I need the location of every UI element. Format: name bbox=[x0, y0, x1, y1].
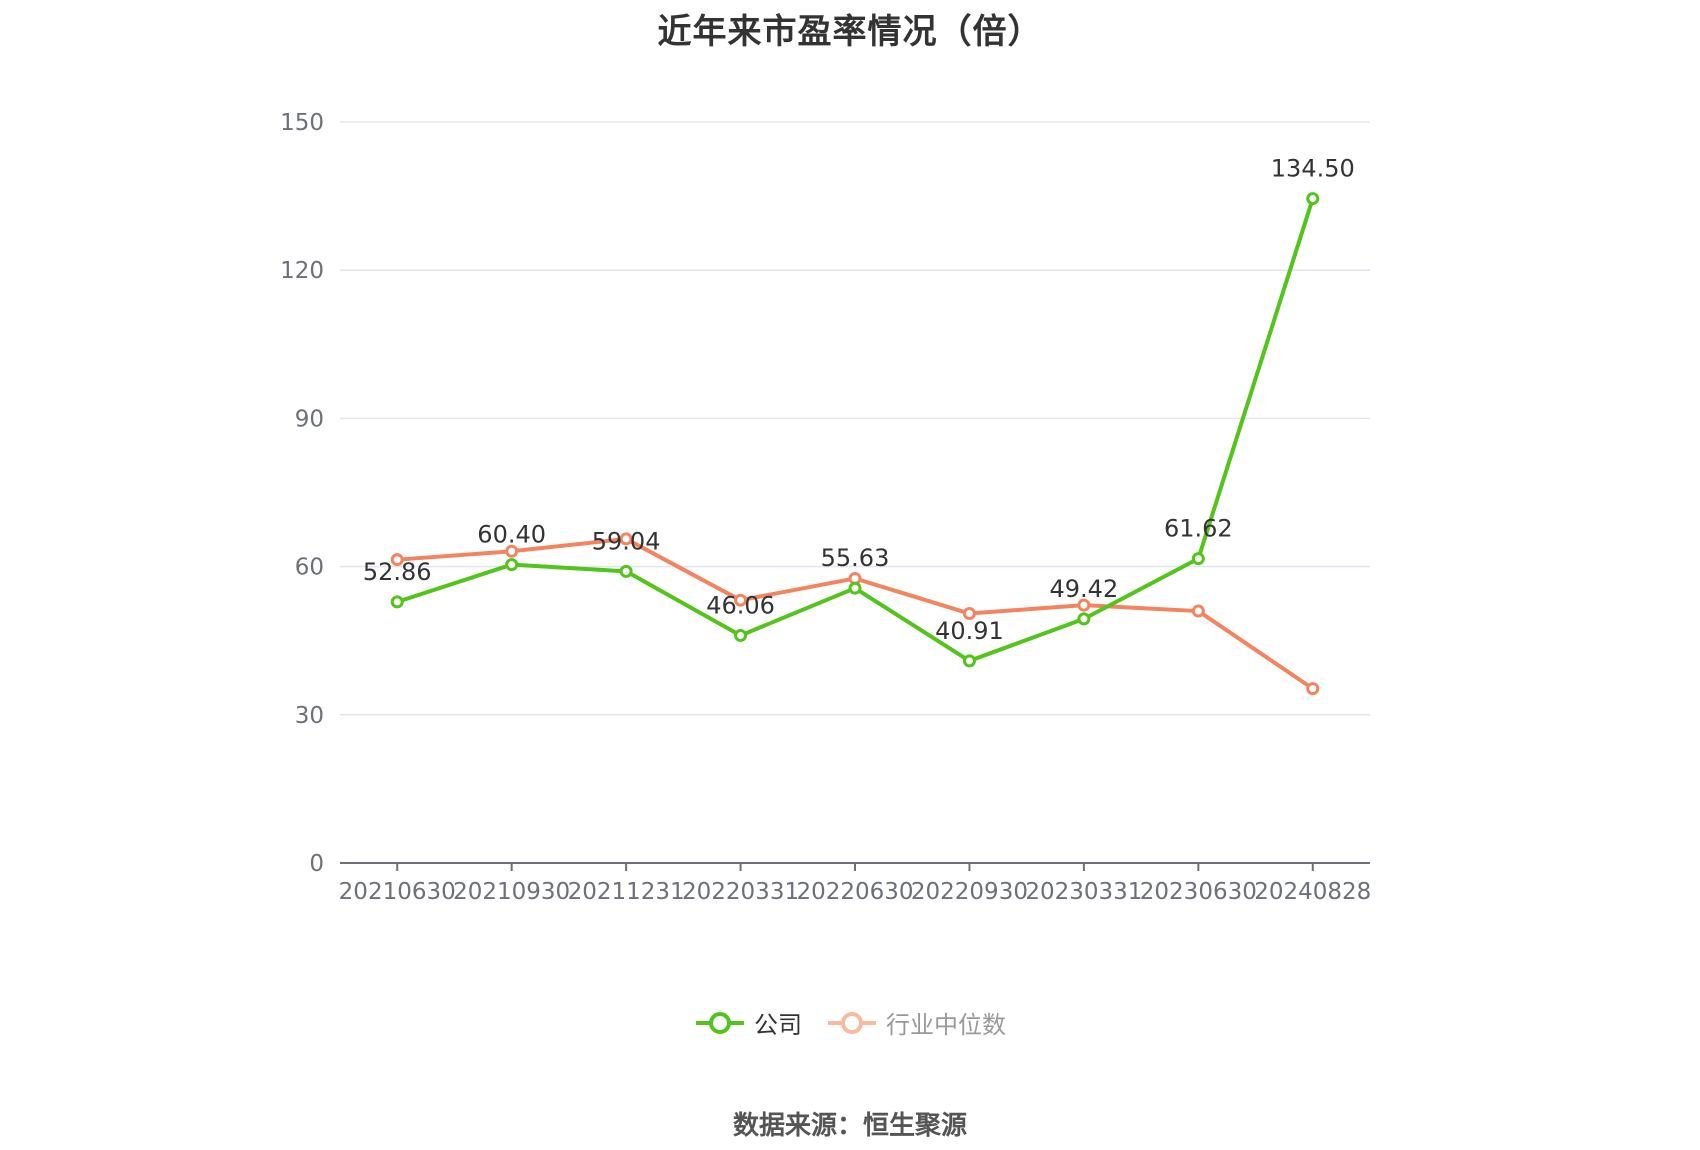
point-1-20210930 bbox=[505, 544, 519, 558]
point-0-20220930 bbox=[962, 654, 976, 668]
point-1-20240828 bbox=[1306, 682, 1320, 696]
data-label-20230630: 61.62 bbox=[1164, 515, 1233, 543]
data-label-20220630: 55.63 bbox=[821, 544, 890, 572]
x-tick-label-20211231: 20211231 bbox=[568, 879, 685, 905]
x-tick-label-20230331: 20230331 bbox=[1025, 879, 1142, 905]
gridlines bbox=[340, 121, 1370, 716]
x-axis: 2021063020210930202112312022033120220630… bbox=[339, 862, 1371, 905]
y-tick-label-60: 60 bbox=[295, 555, 324, 581]
x-tick-label-20230630: 20230630 bbox=[1140, 879, 1257, 905]
legend: 公司 行业中位数 bbox=[0, 1005, 1700, 1040]
point-0-20220630 bbox=[848, 581, 862, 595]
point-0-20210930 bbox=[505, 558, 519, 572]
point-0-20230331 bbox=[1077, 612, 1091, 626]
x-tick-label-20220930: 20220930 bbox=[911, 879, 1028, 905]
legend-industry-line-icon bbox=[828, 1011, 876, 1034]
y-tick-label-0: 0 bbox=[309, 851, 324, 877]
data-labels: 52.86 60.40 59.04 46.06 55.63 40.91 49.42 61.62… bbox=[363, 155, 1355, 645]
legend-label-industry-median: 行业中位数 bbox=[886, 1011, 1006, 1039]
point-1-20220930 bbox=[962, 607, 976, 621]
series-layer bbox=[390, 192, 1320, 696]
data-label-20240828: 134.50 bbox=[1271, 155, 1355, 183]
data-label-20220331: 46.06 bbox=[706, 591, 775, 619]
point-0-20230630 bbox=[1191, 552, 1205, 566]
legend-label-company: 公司 bbox=[754, 1011, 802, 1039]
data-label-20230331: 49.42 bbox=[1050, 575, 1119, 603]
y-tick-label-90: 90 bbox=[295, 406, 324, 432]
y-tick-label-30: 30 bbox=[295, 703, 324, 729]
legend-item-industry-median[interactable]: 行业中位数 bbox=[826, 1005, 1006, 1040]
data-label-20220930: 40.91 bbox=[935, 617, 1004, 645]
point-0-20220331 bbox=[734, 628, 748, 642]
x-tick-label-20220331: 20220331 bbox=[682, 879, 799, 905]
x-tick-label-20240828: 20240828 bbox=[1254, 879, 1371, 905]
point-1-20230630 bbox=[1191, 604, 1205, 618]
point-0-20240828 bbox=[1306, 192, 1320, 206]
y-tick-label-120: 120 bbox=[280, 258, 324, 284]
y-tick-label-150: 150 bbox=[280, 110, 324, 136]
point-0-20211231 bbox=[619, 564, 633, 578]
legend-company-line-icon bbox=[696, 1011, 744, 1034]
point-0-20210630 bbox=[390, 595, 404, 609]
source-note: 数据来源：恒生聚源 bbox=[732, 1111, 967, 1141]
y-axis: 0 30 60 90 120 150 bbox=[280, 110, 324, 877]
point-1-20211231 bbox=[619, 532, 633, 546]
data-label-20211231: 59.04 bbox=[592, 527, 661, 555]
chart-title: 近年来市盈率情况（倍） bbox=[657, 12, 1043, 52]
x-tick-label-20220630: 20220630 bbox=[796, 879, 913, 905]
point-1-20230331 bbox=[1077, 598, 1091, 612]
legend-item-company[interactable]: 公司 bbox=[694, 1005, 802, 1040]
point-1-20210630 bbox=[390, 553, 404, 567]
point-1-20220331 bbox=[734, 593, 748, 607]
x-tick-label-20210630: 20210630 bbox=[339, 879, 456, 905]
data-label-20210930: 60.40 bbox=[477, 521, 546, 549]
data-label-20210630: 52.86 bbox=[363, 558, 432, 586]
x-tick-label-20210930: 20210930 bbox=[453, 879, 570, 905]
